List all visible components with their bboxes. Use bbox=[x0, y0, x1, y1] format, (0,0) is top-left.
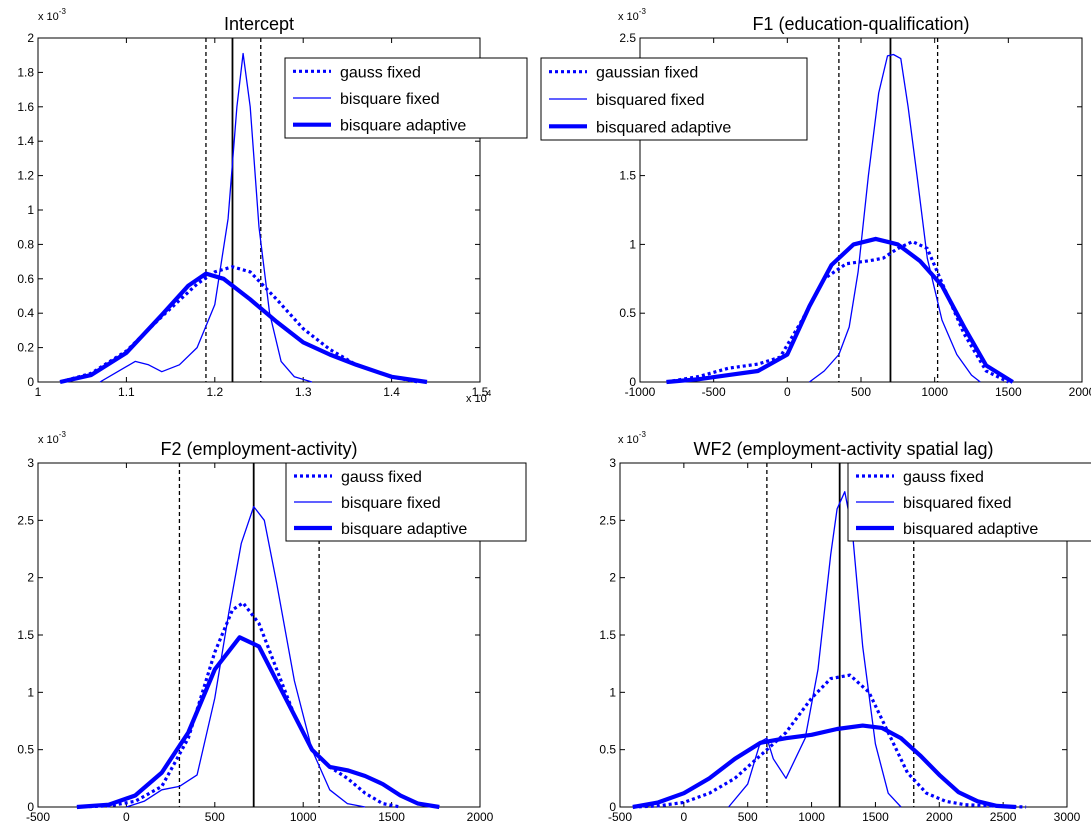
chart-panel-1: 1 1.1 1.2 1.3 1.4 1.5 0 0.2 0.4 0.6 0.8 1 1.2 1.4 1.6 1… bbox=[17, 7, 528, 405]
x-tick-label: 0 bbox=[681, 810, 688, 824]
y-tick-label: 0.8 bbox=[17, 237, 34, 251]
x-tick-label: 1.2 bbox=[206, 385, 223, 399]
y-tick-label: 1.5 bbox=[619, 169, 636, 183]
y-exponent-label: x 10-3 bbox=[38, 7, 66, 23]
y-tick-label: 0.2 bbox=[17, 341, 34, 355]
y-tick-label: 1 bbox=[629, 237, 636, 251]
chart-title: Intercept bbox=[224, 14, 294, 34]
y-tick-label: 0 bbox=[609, 800, 616, 814]
x-exponent-label: x 104 bbox=[466, 389, 492, 405]
series-line-3 bbox=[632, 723, 1017, 810]
y-tick-label: 0 bbox=[27, 375, 34, 389]
y-tick-label: 0.5 bbox=[599, 743, 616, 757]
x-tick-label: 2000 bbox=[467, 810, 494, 824]
x-tick-label: 2500 bbox=[990, 810, 1017, 824]
y-exponent-label: x 10-3 bbox=[618, 7, 646, 23]
y-tick-label: 0.6 bbox=[17, 272, 34, 286]
x-tick-label: 1500 bbox=[378, 810, 405, 824]
y-tick-label: 2 bbox=[27, 31, 34, 45]
y-tick-label: 1 bbox=[609, 685, 616, 699]
series-line-3 bbox=[76, 635, 440, 810]
y-tick-label: 1.5 bbox=[17, 628, 34, 642]
x-tick-label: -500 bbox=[702, 385, 726, 399]
x-tick-label: 1 bbox=[35, 385, 42, 399]
x-tick-label: 500 bbox=[851, 385, 871, 399]
series-line-1 bbox=[76, 601, 401, 809]
x-tick-label: 500 bbox=[738, 810, 758, 824]
y-tick-label: 0 bbox=[629, 375, 636, 389]
legend-label: gauss fixed bbox=[903, 469, 984, 486]
x-tick-label: 2000 bbox=[926, 810, 953, 824]
series-line-2 bbox=[126, 505, 366, 808]
y-tick-label: 2 bbox=[27, 571, 34, 585]
chart-title: WF2 (employment-activity spatial lag) bbox=[693, 439, 993, 459]
chart-title: F1 (education-qualification) bbox=[752, 14, 969, 34]
y-tick-label: 3 bbox=[27, 456, 34, 470]
y-tick-label: 1.4 bbox=[17, 134, 34, 148]
legend: gauss fixed bisquared fixed bisquared adap… bbox=[847, 462, 1091, 542]
series-line-1 bbox=[632, 673, 1027, 809]
x-tick-label: 0 bbox=[784, 385, 791, 399]
series-line-3 bbox=[59, 271, 428, 385]
legend: gauss fixed bisquare fixed bisquare adapti… bbox=[284, 57, 528, 139]
legend-label: bisquared fixed bbox=[596, 92, 705, 109]
y-tick-label: 1.5 bbox=[599, 628, 616, 642]
y-exponent-label: x 10-3 bbox=[38, 430, 66, 446]
x-tick-label: 1.3 bbox=[295, 385, 312, 399]
y-tick-label: 0.4 bbox=[17, 306, 34, 320]
x-tick-label: 1000 bbox=[798, 810, 825, 824]
x-tick-label: 2000 bbox=[1069, 385, 1091, 399]
x-tick-label: -1000 bbox=[625, 385, 656, 399]
x-tick-label: 1000 bbox=[290, 810, 317, 824]
x-tick-label: 1500 bbox=[995, 385, 1022, 399]
series-line-2 bbox=[728, 491, 902, 808]
x-tick-label: 1000 bbox=[921, 385, 948, 399]
y-tick-label: 1.2 bbox=[17, 169, 34, 183]
x-tick-label: 1.5 bbox=[472, 385, 489, 399]
legend: gauss fixed bisquare fixed bisquare adapti… bbox=[285, 462, 527, 542]
series-line-2 bbox=[809, 53, 981, 383]
y-tick-label: 1 bbox=[27, 203, 34, 217]
legend-label: bisquare adaptive bbox=[340, 118, 466, 135]
x-tick-label: -500 bbox=[608, 810, 632, 824]
y-tick-label: 3 bbox=[609, 456, 616, 470]
y-tick-label: 2.5 bbox=[17, 513, 34, 527]
legend-label: bisquare adaptive bbox=[341, 521, 467, 538]
x-tick-label: 1.1 bbox=[118, 385, 135, 399]
x-tick-label: 500 bbox=[205, 810, 225, 824]
x-tick-label: 3000 bbox=[1054, 810, 1081, 824]
legend-label: bisquare fixed bbox=[341, 495, 441, 512]
legend: gaussian fixed bisquared fixed bisquared a… bbox=[540, 57, 808, 141]
y-tick-label: 1.6 bbox=[17, 100, 34, 114]
y-tick-label: 0.5 bbox=[17, 743, 34, 757]
x-tick-label: 1.4 bbox=[383, 385, 400, 399]
y-tick-label: 0 bbox=[27, 800, 34, 814]
y-tick-label: 0.5 bbox=[619, 306, 636, 320]
x-tick-label: 1500 bbox=[862, 810, 889, 824]
legend-label: bisquared adaptive bbox=[596, 119, 731, 136]
legend-label: bisquared fixed bbox=[903, 495, 1012, 512]
y-exponent-label: x 10-3 bbox=[618, 430, 646, 446]
y-tick-label: 2 bbox=[609, 571, 616, 585]
chart-title: F2 (employment-activity) bbox=[160, 439, 357, 459]
y-tick-label: 1.8 bbox=[17, 65, 34, 79]
chart-panel-4: -500 0 500 1000 1500 2000 2500 300000.511.522.5… bbox=[599, 430, 1091, 824]
legend-label: gauss fixed bbox=[341, 469, 422, 486]
series-line-2 bbox=[99, 52, 313, 383]
legend-label: bisquare fixed bbox=[340, 91, 440, 108]
y-tick-label: 2.5 bbox=[599, 513, 616, 527]
y-tick-label: 2.5 bbox=[619, 31, 636, 45]
series-line-3 bbox=[666, 236, 1014, 385]
x-tick-label: 0 bbox=[123, 810, 130, 824]
series-line-1 bbox=[59, 265, 419, 384]
x-tick-label: -500 bbox=[26, 810, 50, 824]
legend-label: gaussian fixed bbox=[596, 65, 698, 82]
y-tick-label: 1 bbox=[27, 685, 34, 699]
legend-label: bisquared adaptive bbox=[903, 521, 1038, 538]
legend-label: gauss fixed bbox=[340, 64, 421, 81]
